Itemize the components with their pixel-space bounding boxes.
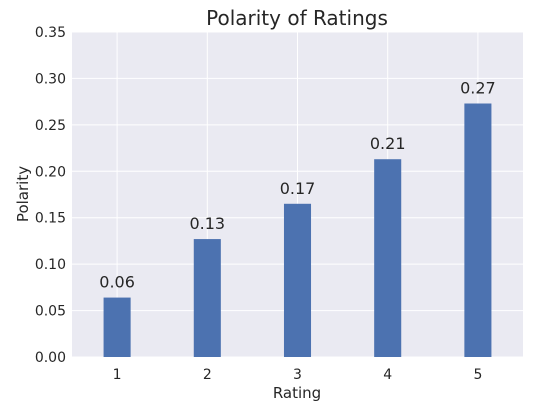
data-label-2: 0.13: [189, 214, 225, 233]
y-tick-labels: 0.00 0.05 0.10 0.15 0.20 0.25 0.30 0.35: [35, 25, 66, 366]
data-label-5: 0.27: [460, 79, 496, 98]
y-tick-label: 0.35: [35, 25, 66, 41]
data-label-1: 0.06: [99, 273, 135, 292]
x-tick-label: 1: [113, 367, 122, 383]
data-label-4: 0.21: [370, 134, 406, 153]
data-label-3: 0.17: [280, 179, 316, 198]
y-tick-label: 0.25: [35, 118, 66, 134]
x-tick-label: 4: [383, 367, 392, 383]
y-tick-label: 0.30: [35, 71, 66, 87]
x-tick-labels: 1 2 3 4 5: [113, 367, 483, 383]
y-tick-label: 0.10: [35, 257, 66, 273]
x-tick-label: 3: [293, 367, 302, 383]
x-axis-label: Rating: [273, 384, 321, 402]
chart-title: Polarity of Ratings: [206, 6, 388, 30]
bar-4: [374, 159, 402, 357]
data-labels: 0.06 0.13 0.17 0.21 0.27: [99, 79, 495, 292]
y-tick-label: 0.00: [35, 350, 66, 366]
y-tick-label: 0.15: [35, 211, 66, 227]
bar-5: [464, 103, 492, 357]
bar-1: [103, 297, 131, 357]
y-axis-label: Polarity: [14, 166, 32, 222]
x-tick-label: 2: [203, 367, 212, 383]
x-tick-label: 5: [473, 367, 482, 383]
y-tick-label: 0.20: [35, 164, 66, 180]
bars: [103, 103, 492, 357]
bar-2: [193, 239, 221, 357]
y-tick-label: 0.05: [35, 304, 66, 320]
bar-3: [283, 203, 312, 357]
